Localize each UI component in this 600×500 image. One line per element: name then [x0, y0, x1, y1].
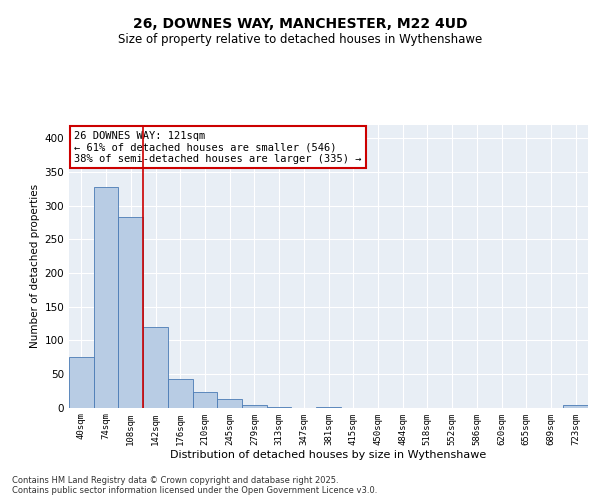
Y-axis label: Number of detached properties: Number of detached properties: [30, 184, 40, 348]
X-axis label: Distribution of detached houses by size in Wythenshawe: Distribution of detached houses by size …: [170, 450, 487, 460]
Bar: [143, 327, 168, 407]
Bar: [168, 378, 193, 408]
Bar: [69, 357, 94, 408]
Bar: [316, 407, 341, 408]
Bar: [242, 406, 267, 407]
Bar: [267, 407, 292, 408]
Bar: [217, 400, 242, 407]
Text: Contains HM Land Registry data © Crown copyright and database right 2025.
Contai: Contains HM Land Registry data © Crown c…: [12, 476, 377, 495]
Bar: [563, 405, 588, 407]
Text: Size of property relative to detached houses in Wythenshawe: Size of property relative to detached ho…: [118, 32, 482, 46]
Text: 26, DOWNES WAY, MANCHESTER, M22 4UD: 26, DOWNES WAY, MANCHESTER, M22 4UD: [133, 18, 467, 32]
Bar: [94, 187, 118, 408]
Text: 26 DOWNES WAY: 121sqm
← 61% of detached houses are smaller (546)
38% of semi-det: 26 DOWNES WAY: 121sqm ← 61% of detached …: [74, 130, 362, 164]
Bar: [193, 392, 217, 407]
Bar: [118, 217, 143, 408]
